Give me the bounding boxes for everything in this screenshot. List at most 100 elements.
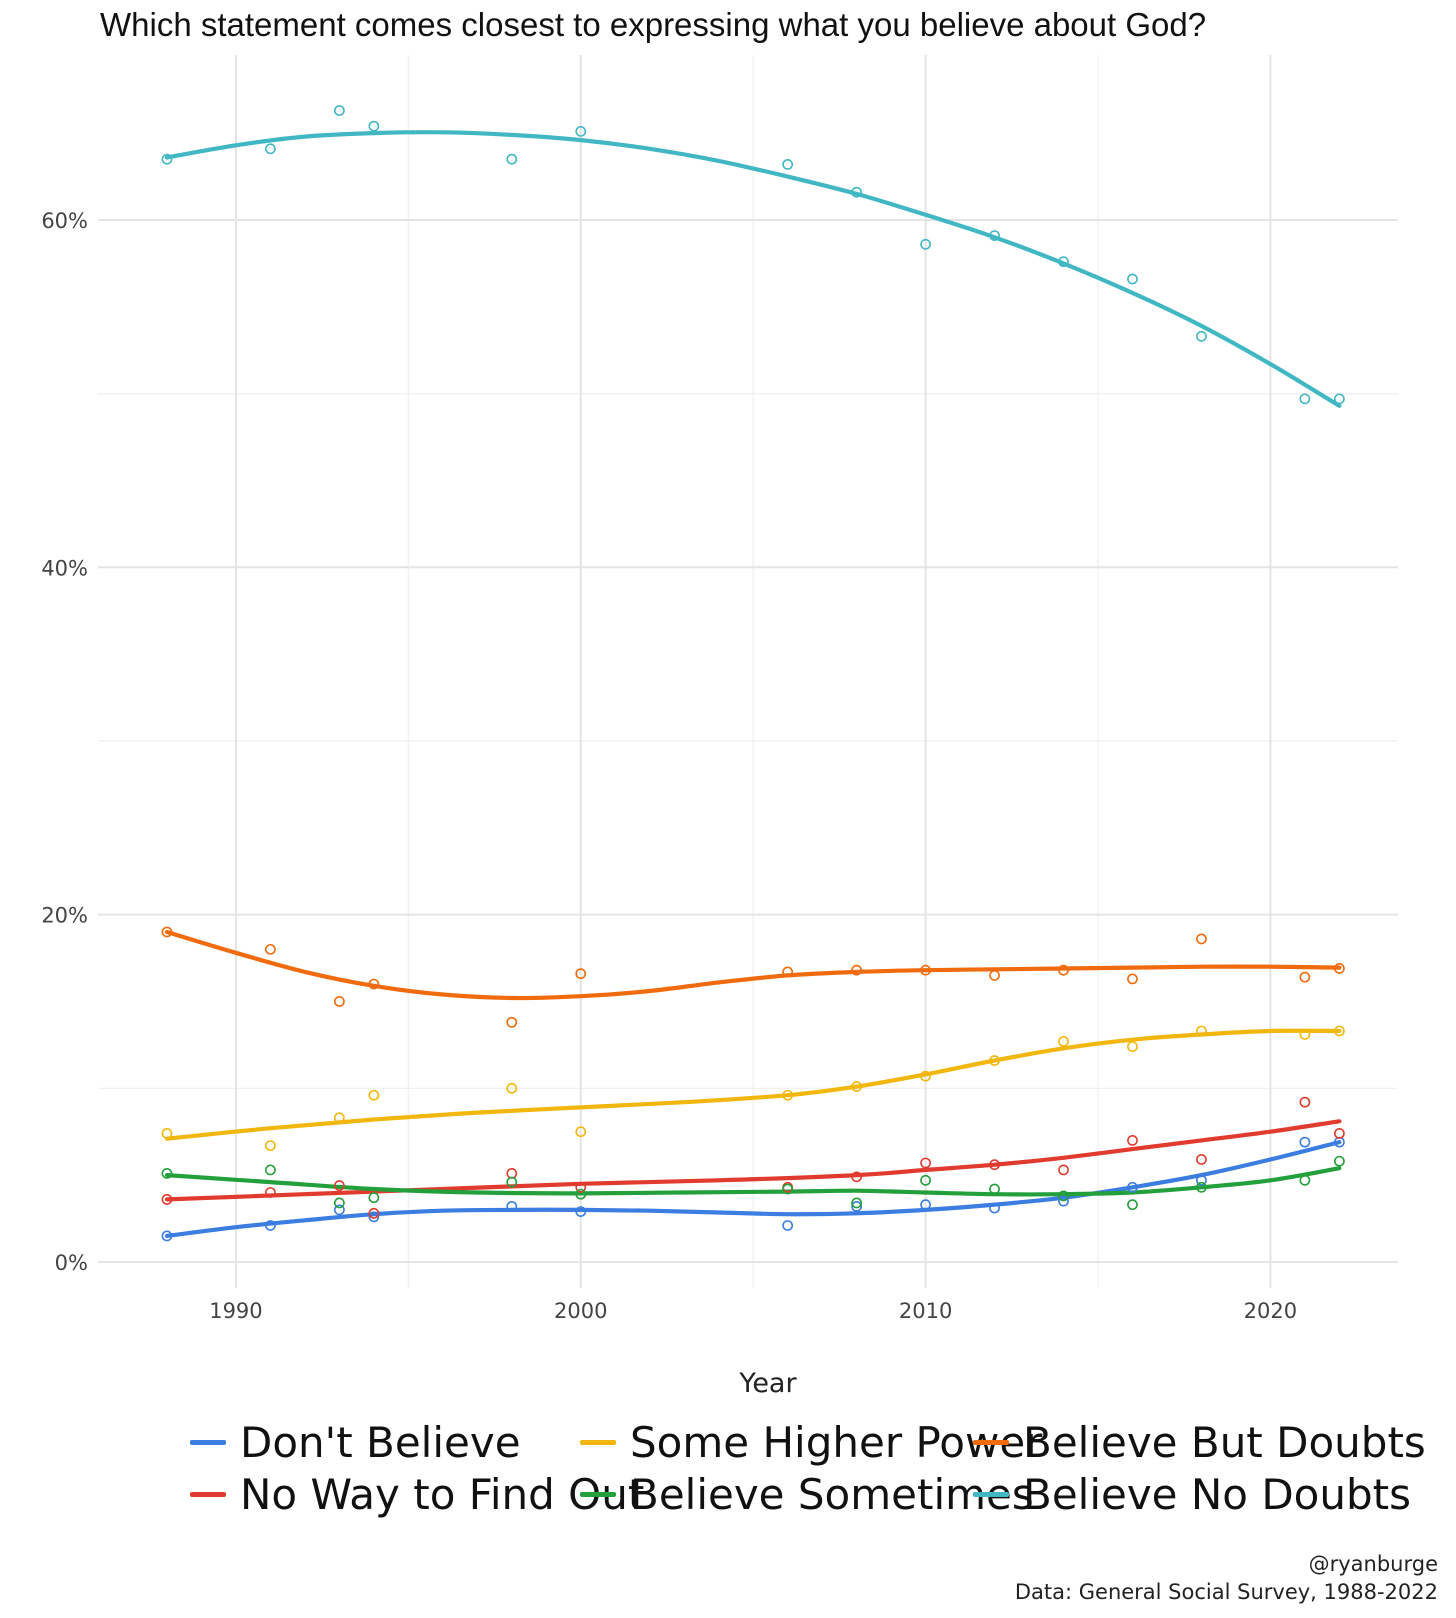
data-point-believe-sometimes [265,1164,276,1176]
data-point-believe-sometimes [989,1183,1000,1195]
legend-item-believe-but-doubts: Believe But Doubts [973,1418,1426,1467]
data-point-some-higher-power [782,1089,794,1101]
data-point-believe-sometimes [1196,1181,1207,1193]
data-point-don-t-believe [575,1206,587,1217]
data-point-no-way-to-find-out [368,1207,380,1219]
data-points [161,105,1345,1242]
data-point-don-t-believe [851,1200,863,1212]
legend-swatch [580,1492,616,1497]
data-point-believe-but-doubts [1299,971,1311,983]
y-tick-label: 20% [41,904,88,928]
data-point-no-way-to-find-out [1299,1096,1311,1108]
line-chart: 0% 20% 40% 60% 1990 2000 2010 2020 Year [41,55,1398,1399]
data-point-believe-no-doubts [851,186,863,198]
data-point-believe-no-doubts [1127,273,1138,285]
data-point-believe-sometimes [575,1188,587,1200]
data-point-believe-but-doubts [333,996,345,1007]
data-point-believe-no-doubts [1196,330,1207,342]
data-point-don-t-believe [161,1230,173,1242]
trend-line-some-higher-power [164,1028,1342,1141]
x-tick-label: 2020 [1244,1299,1297,1323]
major-gridlines [98,55,1398,1288]
data-point-believe-but-doubts [851,964,863,976]
data-point-some-higher-power [1196,1025,1207,1037]
data-point-no-way-to-find-out [1058,1164,1069,1176]
legend-swatch [190,1492,226,1497]
data-point-no-way-to-find-out [920,1157,931,1169]
data-point-don-t-believe [920,1199,931,1211]
y-tick-label: 0% [55,1251,88,1275]
data-point-believe-but-doubts [920,964,931,976]
data-point-believe-no-doubts [782,159,794,170]
x-axis-tick-labels: 1990 2000 2010 2020 [209,1299,1297,1323]
data-point-no-way-to-find-out [333,1180,345,1191]
trend-line-believe-but-doubts [164,929,1342,1001]
data-point-believe-sometimes [1299,1174,1311,1186]
data-point-believe-but-doubts [265,943,276,955]
data-point-don-t-believe [1196,1174,1207,1186]
legend-item-believe-sometimes: Believe Sometimes [580,1470,1034,1519]
data-point-believe-no-doubts [506,153,518,165]
data-point-don-t-believe [333,1204,345,1216]
data-point-some-higher-power [333,1112,345,1124]
data-point-believe-no-doubts [368,120,380,132]
y-axis-tick-labels: 0% 20% 40% 60% [41,209,88,1275]
legend-item-no-way-to-find-out: No Way to Find Out [190,1470,644,1519]
data-point-believe-no-doubts [1333,393,1345,405]
data-point-believe-but-doubts [1333,963,1345,974]
data-point-no-way-to-find-out [851,1171,863,1183]
minor-gridlines [98,55,1398,1288]
data-point-don-t-believe [1299,1136,1311,1148]
trend-line-don-t-believe [164,1140,1342,1238]
legend-swatch [973,1492,1009,1497]
data-point-no-way-to-find-out [989,1159,1000,1171]
data-point-some-higher-power [920,1070,931,1082]
data-point-believe-no-doubts [333,105,345,116]
legend-label: Believe No Doubts [1023,1470,1412,1519]
data-point-don-t-believe [1058,1195,1069,1207]
y-tick-label: 60% [41,209,88,233]
data-point-no-way-to-find-out [161,1194,173,1205]
data-point-believe-sometimes [1127,1199,1138,1211]
data-point-believe-but-doubts [506,1016,518,1028]
legend-swatch [190,1440,226,1445]
data-point-no-way-to-find-out [265,1187,276,1198]
data-point-some-higher-power [506,1082,518,1094]
data-point-don-t-believe [989,1202,1000,1214]
data-point-believe-sometimes [920,1174,931,1186]
data-point-some-higher-power [575,1126,587,1138]
legend-item-dont-believe: Don't Believe [190,1418,521,1467]
legend-label: Believe Sometimes [630,1470,1034,1519]
trend-lines [164,130,1342,1238]
data-point-believe-no-doubts [920,238,931,250]
data-point-no-way-to-find-out [1333,1128,1345,1139]
trend-line-believe-sometimes [164,1166,1342,1197]
caption-author: @ryanburge [1308,1552,1438,1576]
data-point-believe-no-doubts [161,153,173,165]
data-point-some-higher-power [989,1055,1000,1066]
legend-swatch [973,1440,1009,1445]
x-tick-label: 2000 [554,1299,607,1323]
data-point-some-higher-power [368,1089,380,1101]
data-point-don-t-believe [782,1220,794,1231]
caption-source: Data: General Social Survey, 1988-2022 [1014,1580,1438,1604]
data-point-believe-sometimes [1333,1155,1345,1167]
data-point-believe-but-doubts [1127,973,1138,985]
data-point-some-higher-power [1333,1025,1345,1037]
data-point-don-t-believe [1127,1181,1138,1193]
data-point-some-higher-power [1127,1041,1138,1053]
data-point-no-way-to-find-out [1127,1134,1138,1146]
data-point-believe-but-doubts [575,968,587,980]
x-tick-label: 2010 [899,1299,952,1323]
data-point-believe-but-doubts [1196,933,1207,945]
legend-label: Don't Believe [240,1418,521,1467]
data-point-no-way-to-find-out [575,1181,587,1193]
data-point-some-higher-power [1299,1029,1311,1040]
chart-title: Which statement comes closest to express… [100,6,1207,43]
data-point-believe-no-doubts [989,230,1000,242]
data-point-believe-sometimes [1058,1190,1069,1202]
data-point-no-way-to-find-out [506,1167,518,1179]
x-axis-label: Year [738,1368,797,1399]
data-point-believe-but-doubts [782,966,794,978]
data-point-believe-sometimes [506,1176,518,1188]
